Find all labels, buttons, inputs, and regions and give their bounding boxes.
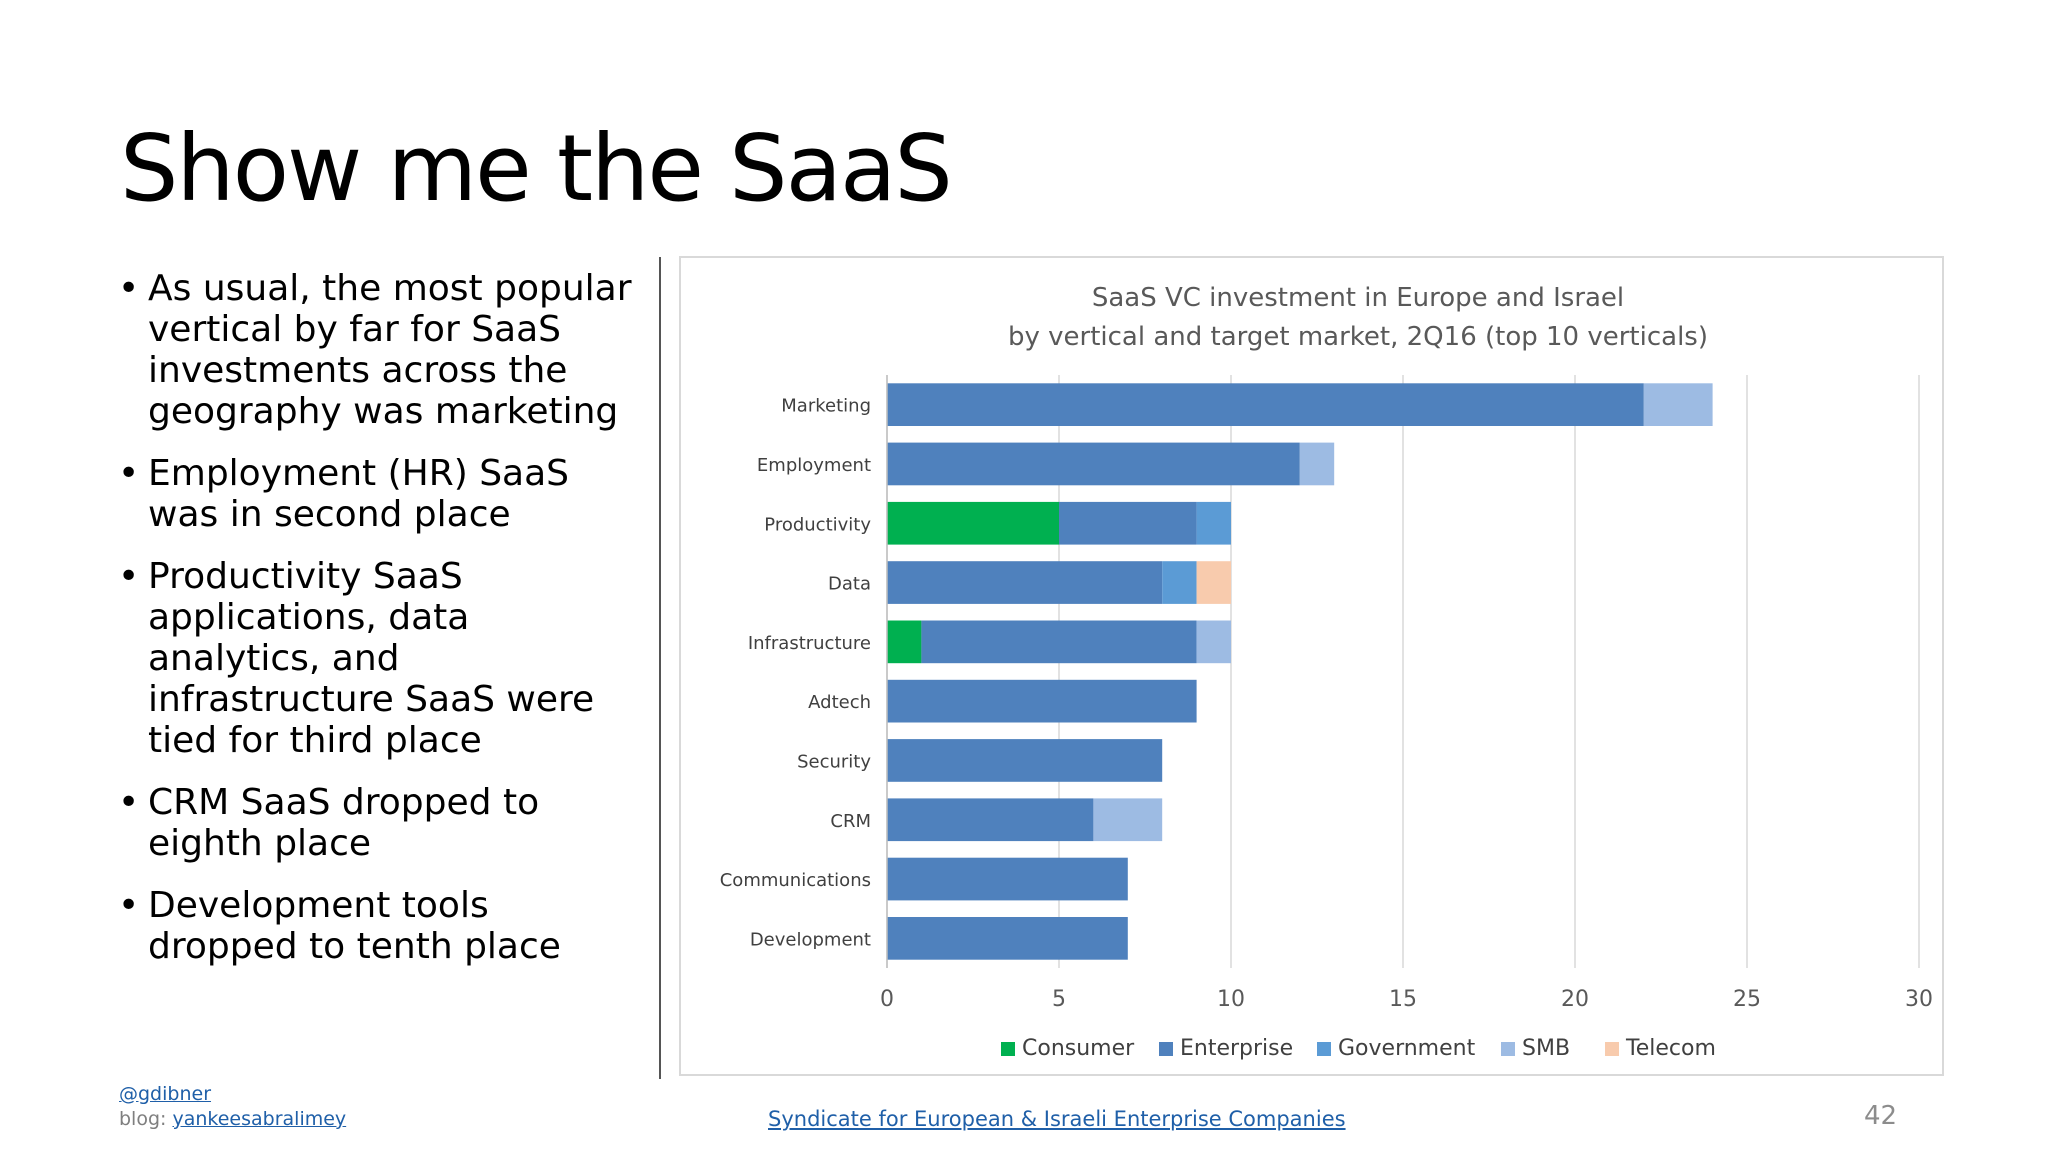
- source-link[interactable]: Syndicate for European & Israeli Enterpr…: [768, 1107, 1346, 1131]
- x-tick-label: 25: [1733, 987, 1761, 1012]
- bar-segment: [887, 917, 1128, 960]
- bar-segment: [887, 620, 922, 664]
- chart-subtitle: by vertical and target market, 2Q16 (top…: [1008, 322, 1708, 352]
- legend-label: SMB: [1522, 1036, 1570, 1061]
- bar-segment: [887, 679, 1197, 723]
- blog-label: blog:: [119, 1108, 173, 1130]
- bullet-item: As usual, the most popular vertical by f…: [118, 268, 648, 432]
- category-label: Adtech: [808, 692, 871, 713]
- bullet-item: Development tools dropped to tenth place: [118, 885, 648, 967]
- legend-swatch: [1159, 1042, 1173, 1056]
- bullet-list: As usual, the most popular vertical by f…: [118, 268, 648, 988]
- bar-segment: [921, 620, 1197, 664]
- bar-segment: [887, 857, 1128, 901]
- bar-segment: [1299, 442, 1335, 486]
- legend-label: Consumer: [1022, 1036, 1135, 1061]
- bar-segment: [887, 561, 1163, 604]
- category-label: Employment: [757, 455, 871, 476]
- legend-swatch: [1501, 1042, 1515, 1056]
- twitter-handle-link[interactable]: @gdibner: [119, 1083, 212, 1105]
- legend-label: Government: [1338, 1036, 1476, 1061]
- bullet-item: CRM SaaS dropped to eighth place: [118, 782, 648, 864]
- bar-segment: [887, 442, 1300, 486]
- chart-title: SaaS VC investment in Europe and Israel: [1092, 283, 1624, 313]
- bullet-item: Employment (HR) SaaS was in second place: [118, 453, 648, 535]
- category-label: Marketing: [781, 396, 871, 417]
- bar-segment: [887, 739, 1163, 782]
- bar-segment: [887, 501, 1059, 545]
- bullet-item: Productivity SaaS applications, data ana…: [118, 556, 648, 761]
- x-tick-label: 15: [1389, 987, 1417, 1012]
- legend-swatch: [1605, 1042, 1619, 1056]
- bar-segment: [1162, 561, 1197, 604]
- category-label: Development: [750, 929, 871, 950]
- legend-label: Telecom: [1625, 1036, 1716, 1061]
- legend-swatch: [1317, 1042, 1331, 1056]
- category-label: Productivity: [764, 514, 871, 535]
- slide-title: Show me the SaaS: [120, 115, 953, 222]
- category-label: Security: [797, 751, 871, 772]
- x-tick-label: 0: [880, 987, 894, 1012]
- category-label: Data: [828, 574, 871, 595]
- stacked-bar-chart: SaaS VC investment in Europe and Israel b…: [720, 283, 1933, 1061]
- category-label: Communications: [720, 870, 871, 891]
- legend-label: Enterprise: [1180, 1036, 1293, 1061]
- x-tick-label: 10: [1217, 987, 1245, 1012]
- bar-segment: [1196, 620, 1231, 664]
- x-tick-label: 30: [1905, 987, 1933, 1012]
- bar-segment: [1643, 383, 1713, 426]
- bar-segment: [887, 383, 1644, 426]
- blog-line: blog: yankeesabralimey: [119, 1108, 346, 1130]
- bar-segment: [1196, 501, 1231, 545]
- category-label: Infrastructure: [748, 633, 871, 654]
- vertical-divider: [659, 257, 661, 1079]
- bar-segment: [1093, 798, 1163, 842]
- page-number: 42: [1864, 1101, 1898, 1131]
- x-tick-label: 20: [1561, 987, 1589, 1012]
- category-label: CRM: [830, 811, 871, 832]
- chart-frame: SaaS VC investment in Europe and Israel b…: [679, 256, 1944, 1076]
- blog-link[interactable]: yankeesabralimey: [172, 1108, 347, 1130]
- bar-segment: [887, 798, 1094, 842]
- bar-segment: [1059, 501, 1197, 545]
- bar-segment: [1196, 561, 1231, 604]
- legend-swatch: [1001, 1042, 1015, 1056]
- x-tick-label: 5: [1052, 987, 1066, 1012]
